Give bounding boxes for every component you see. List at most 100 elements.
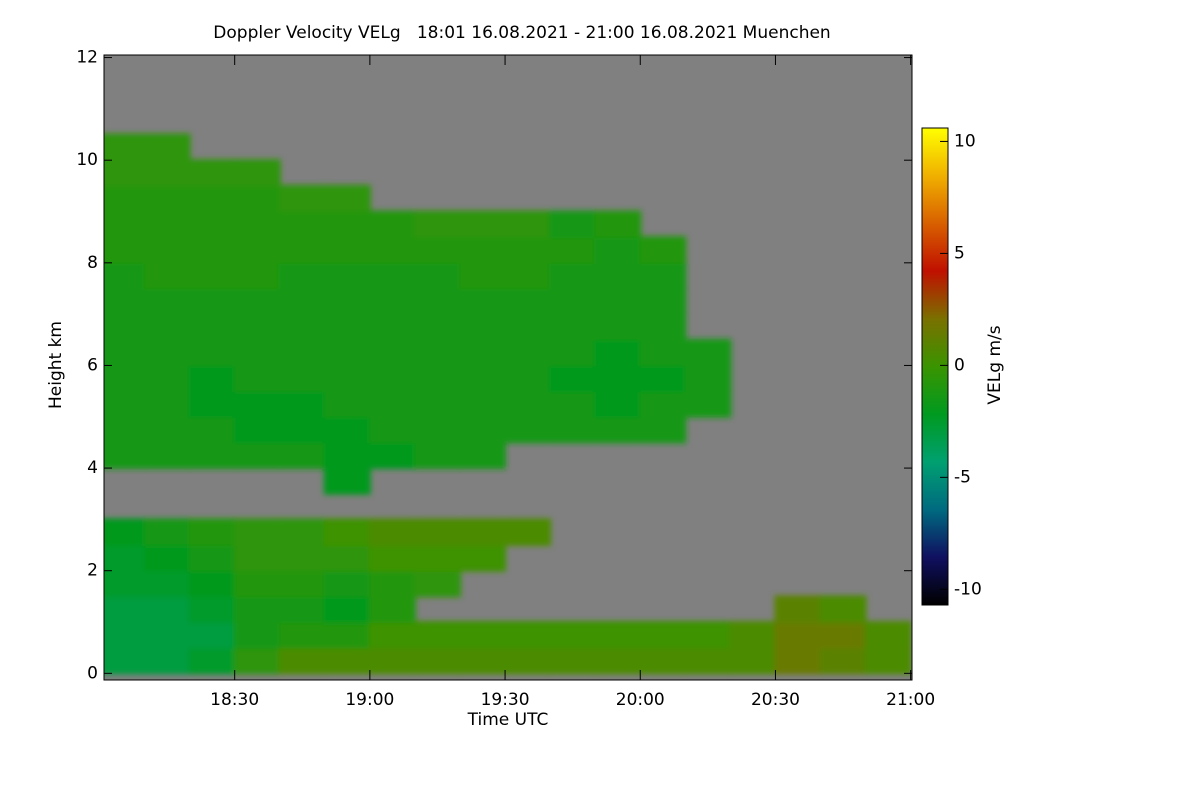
cell xyxy=(278,646,326,675)
cell xyxy=(639,364,687,393)
cell xyxy=(188,518,236,547)
cell xyxy=(413,621,461,649)
cell xyxy=(278,287,326,316)
cell xyxy=(504,621,552,649)
cell xyxy=(278,210,326,239)
cell xyxy=(368,646,416,675)
cell xyxy=(413,287,461,316)
cell xyxy=(458,441,507,470)
cell xyxy=(413,390,461,418)
colorbar-tick-label: -10 xyxy=(954,579,982,599)
cell xyxy=(188,236,236,264)
cell xyxy=(368,287,416,316)
cell xyxy=(458,313,507,341)
cell xyxy=(233,184,281,213)
cell xyxy=(864,646,912,675)
x-tick-label: 20:00 xyxy=(616,690,665,710)
cell xyxy=(143,569,191,598)
cell xyxy=(368,441,416,470)
cell xyxy=(549,621,597,649)
colorbar-tick-label: 0 xyxy=(954,355,965,375)
y-tick-label: 10 xyxy=(76,150,98,170)
cell xyxy=(639,338,687,367)
cell xyxy=(278,338,326,367)
cell xyxy=(233,287,281,316)
cell xyxy=(819,595,867,624)
colorbar-tick-label: 5 xyxy=(954,243,965,263)
cell xyxy=(729,646,777,675)
cell xyxy=(104,364,146,393)
cell xyxy=(143,518,191,547)
cell xyxy=(233,518,281,547)
cell xyxy=(413,646,461,675)
cell xyxy=(594,621,642,649)
cell xyxy=(104,236,146,264)
cell xyxy=(278,184,326,213)
cell xyxy=(188,184,236,213)
cell xyxy=(278,236,326,264)
cell xyxy=(368,261,416,290)
x-tick-label: 19:30 xyxy=(481,690,530,710)
cell xyxy=(104,184,146,213)
cell xyxy=(143,159,191,187)
cell xyxy=(549,415,597,444)
cell xyxy=(413,569,461,598)
cell xyxy=(639,313,687,341)
cell xyxy=(594,364,642,393)
cell xyxy=(278,544,326,572)
cell xyxy=(104,569,146,598)
cell xyxy=(549,390,597,418)
cell xyxy=(594,287,642,316)
cell xyxy=(143,595,191,624)
cell xyxy=(143,646,191,675)
heatmap xyxy=(104,133,912,675)
x-tick-label: 21:00 xyxy=(886,690,935,710)
cell xyxy=(104,621,146,649)
cell xyxy=(639,261,687,290)
cell xyxy=(278,364,326,393)
y-axis-label: Height km xyxy=(46,321,66,409)
cell xyxy=(684,364,732,393)
y-tick-label: 2 xyxy=(87,561,98,581)
cell xyxy=(549,287,597,316)
cell xyxy=(504,518,552,547)
cell xyxy=(233,364,281,393)
cell xyxy=(549,364,597,393)
colorbar-label: VELg m/s xyxy=(985,325,1005,404)
cell xyxy=(188,210,236,239)
cell xyxy=(368,518,416,547)
cell xyxy=(549,210,597,239)
cell xyxy=(104,441,146,470)
cell xyxy=(143,621,191,649)
cell xyxy=(233,210,281,239)
y-tick-label: 8 xyxy=(87,253,98,273)
cell xyxy=(188,441,236,470)
cell xyxy=(774,621,822,649)
cell xyxy=(684,646,732,675)
cell xyxy=(368,364,416,393)
cell xyxy=(104,595,146,624)
cell xyxy=(504,646,552,675)
cell xyxy=(188,544,236,572)
cell xyxy=(458,544,507,572)
cell xyxy=(233,313,281,341)
cell xyxy=(323,518,371,547)
cell xyxy=(323,441,371,470)
plot-frame xyxy=(103,54,913,681)
cell xyxy=(774,646,822,675)
cell xyxy=(368,210,416,239)
cell xyxy=(368,595,416,624)
cell xyxy=(504,236,552,264)
cell xyxy=(504,364,552,393)
cell xyxy=(104,544,146,572)
cell xyxy=(684,621,732,649)
cell xyxy=(413,261,461,290)
cell xyxy=(819,621,867,649)
cell xyxy=(278,569,326,598)
cell xyxy=(639,621,687,649)
cell xyxy=(143,390,191,418)
cell xyxy=(323,338,371,367)
cell xyxy=(233,544,281,572)
cell xyxy=(504,261,552,290)
cell xyxy=(233,159,281,187)
